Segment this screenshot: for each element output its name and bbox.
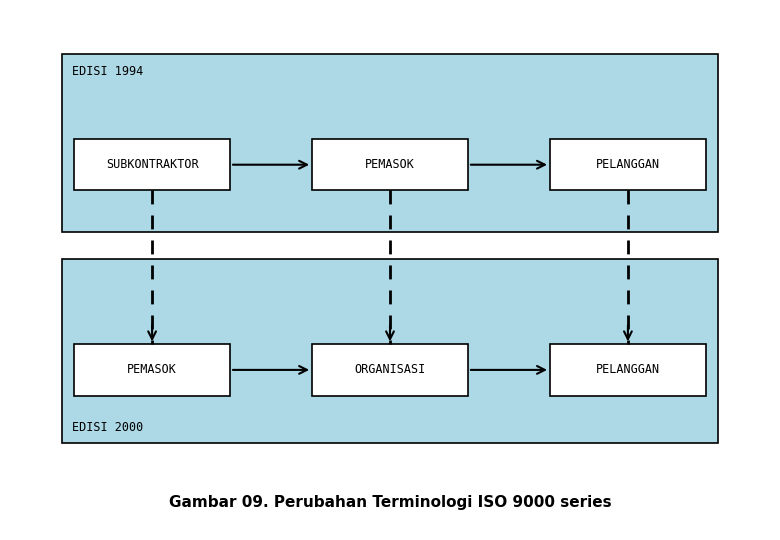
Bar (74, 139, 230, 191)
Text: PELANGGAN: PELANGGAN (596, 158, 660, 171)
Bar (550, 345, 706, 395)
Text: PEMASOK: PEMASOK (127, 363, 177, 376)
Text: Gambar 09. Perubahan Terminologi ISO 9000 series: Gambar 09. Perubahan Terminologi ISO 900… (168, 495, 612, 510)
Bar (62, 259, 718, 443)
Text: SUBKONTRAKTOR: SUBKONTRAKTOR (106, 158, 198, 171)
Bar (312, 139, 468, 191)
Bar (62, 54, 718, 232)
Bar (74, 345, 230, 395)
Text: PELANGGAN: PELANGGAN (596, 363, 660, 376)
Bar (550, 139, 706, 191)
Text: EDISI 2000: EDISI 2000 (72, 421, 143, 434)
Text: EDISI 1994: EDISI 1994 (72, 65, 143, 78)
Bar (312, 345, 468, 395)
Text: PEMASOK: PEMASOK (365, 158, 415, 171)
Text: ORGANISASI: ORGANISASI (354, 363, 426, 376)
